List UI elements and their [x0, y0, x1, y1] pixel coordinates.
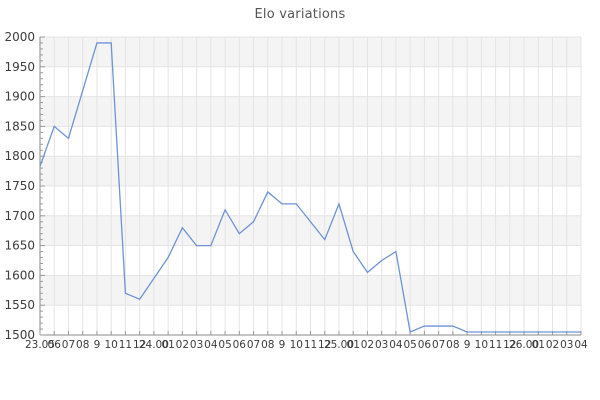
x-tick-label: 08: [261, 339, 274, 351]
y-tick-label: 1650: [4, 239, 35, 253]
x-tick-label: 04: [204, 339, 218, 351]
elo-series-line: [39, 42, 581, 333]
x-tick-label: 03: [375, 339, 388, 351]
x-tick-label: 03: [190, 339, 203, 351]
x-tick-label: 04: [574, 339, 588, 351]
x-tick-label: 23.05: [25, 339, 55, 351]
chart-title: Elo variations: [254, 7, 346, 22]
x-tick-label: 12: [133, 339, 146, 351]
x-tick-label: 9: [464, 339, 471, 351]
x-tick-label: 10: [104, 339, 117, 351]
y-tick-label: 1500: [4, 328, 35, 342]
x-tick-label: 11: [119, 339, 132, 351]
x-tick-label: 07: [432, 339, 445, 351]
y-tick-label: 1750: [4, 179, 35, 193]
x-tick-label: 06: [48, 339, 62, 351]
x-tick-label: 05: [403, 339, 416, 351]
y-tick-label: 2000: [4, 30, 35, 44]
x-tick-label: 07: [247, 339, 260, 351]
x-tick-label: 11: [304, 339, 317, 351]
y-tick-label: 1550: [4, 298, 35, 312]
x-tick-label: 10: [475, 339, 488, 351]
x-tick-label: 03: [560, 339, 573, 351]
x-tick-label: 08: [76, 339, 89, 351]
x-tick-label: 08: [446, 339, 459, 351]
x-tick-label: 06: [418, 339, 432, 351]
x-tick-label: 9: [94, 339, 101, 351]
x-tick-label: 04: [389, 339, 403, 351]
x-tick-label: 02: [176, 339, 189, 351]
x-tick-label: 05: [218, 339, 231, 351]
x-tick-label: 02: [546, 339, 559, 351]
x-tick-label: 9: [279, 339, 286, 351]
x-tick-label: 06: [233, 339, 247, 351]
x-tick-label: 11: [489, 339, 502, 351]
x-tick-label: 01: [347, 339, 360, 351]
x-tick-label: 12: [503, 339, 516, 351]
y-tick-label: 1900: [4, 90, 35, 104]
x-tick-label: 24.00: [139, 339, 169, 351]
x-tick-label: 01: [161, 339, 174, 351]
y-tick-label: 1850: [4, 119, 35, 133]
x-tick-label: 10: [290, 339, 303, 351]
x-tick-label: 02: [361, 339, 374, 351]
x-tick-label: 07: [62, 339, 75, 351]
y-tick-label: 1950: [4, 60, 35, 74]
x-tick-label: 01: [532, 339, 545, 351]
y-tick-label: 1800: [4, 149, 35, 163]
y-tick-label: 1700: [4, 209, 35, 223]
x-tick-label: 26.00: [509, 339, 539, 351]
x-tick-label: 12: [318, 339, 331, 351]
y-tick-label: 1600: [4, 268, 35, 282]
x-tick-label: 25.00: [324, 339, 354, 351]
